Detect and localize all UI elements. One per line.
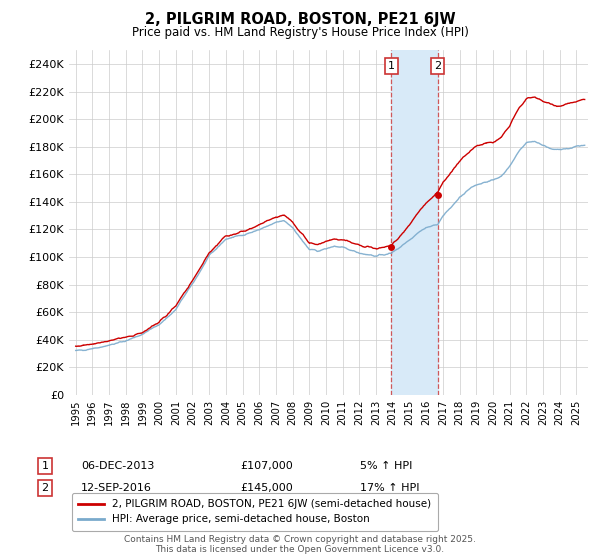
Text: 2: 2 [41, 483, 49, 493]
Text: 06-DEC-2013: 06-DEC-2013 [81, 461, 154, 471]
Text: 1: 1 [388, 61, 395, 71]
Text: 1: 1 [41, 461, 49, 471]
Legend: 2, PILGRIM ROAD, BOSTON, PE21 6JW (semi-detached house), HPI: Average price, sem: 2, PILGRIM ROAD, BOSTON, PE21 6JW (semi-… [71, 493, 437, 531]
Text: Price paid vs. HM Land Registry's House Price Index (HPI): Price paid vs. HM Land Registry's House … [131, 26, 469, 39]
Bar [391, 50, 438, 395]
Text: 2, PILGRIM ROAD, BOSTON, PE21 6JW: 2, PILGRIM ROAD, BOSTON, PE21 6JW [145, 12, 455, 27]
Text: Contains HM Land Registry data © Crown copyright and database right 2025.
This d: Contains HM Land Registry data © Crown c… [124, 535, 476, 554]
Text: 12-SEP-2016: 12-SEP-2016 [81, 483, 152, 493]
Text: 5% ↑ HPI: 5% ↑ HPI [360, 461, 412, 471]
Text: £107,000: £107,000 [240, 461, 293, 471]
Text: 17% ↑ HPI: 17% ↑ HPI [360, 483, 419, 493]
Text: 2: 2 [434, 61, 442, 71]
Text: £145,000: £145,000 [240, 483, 293, 493]
